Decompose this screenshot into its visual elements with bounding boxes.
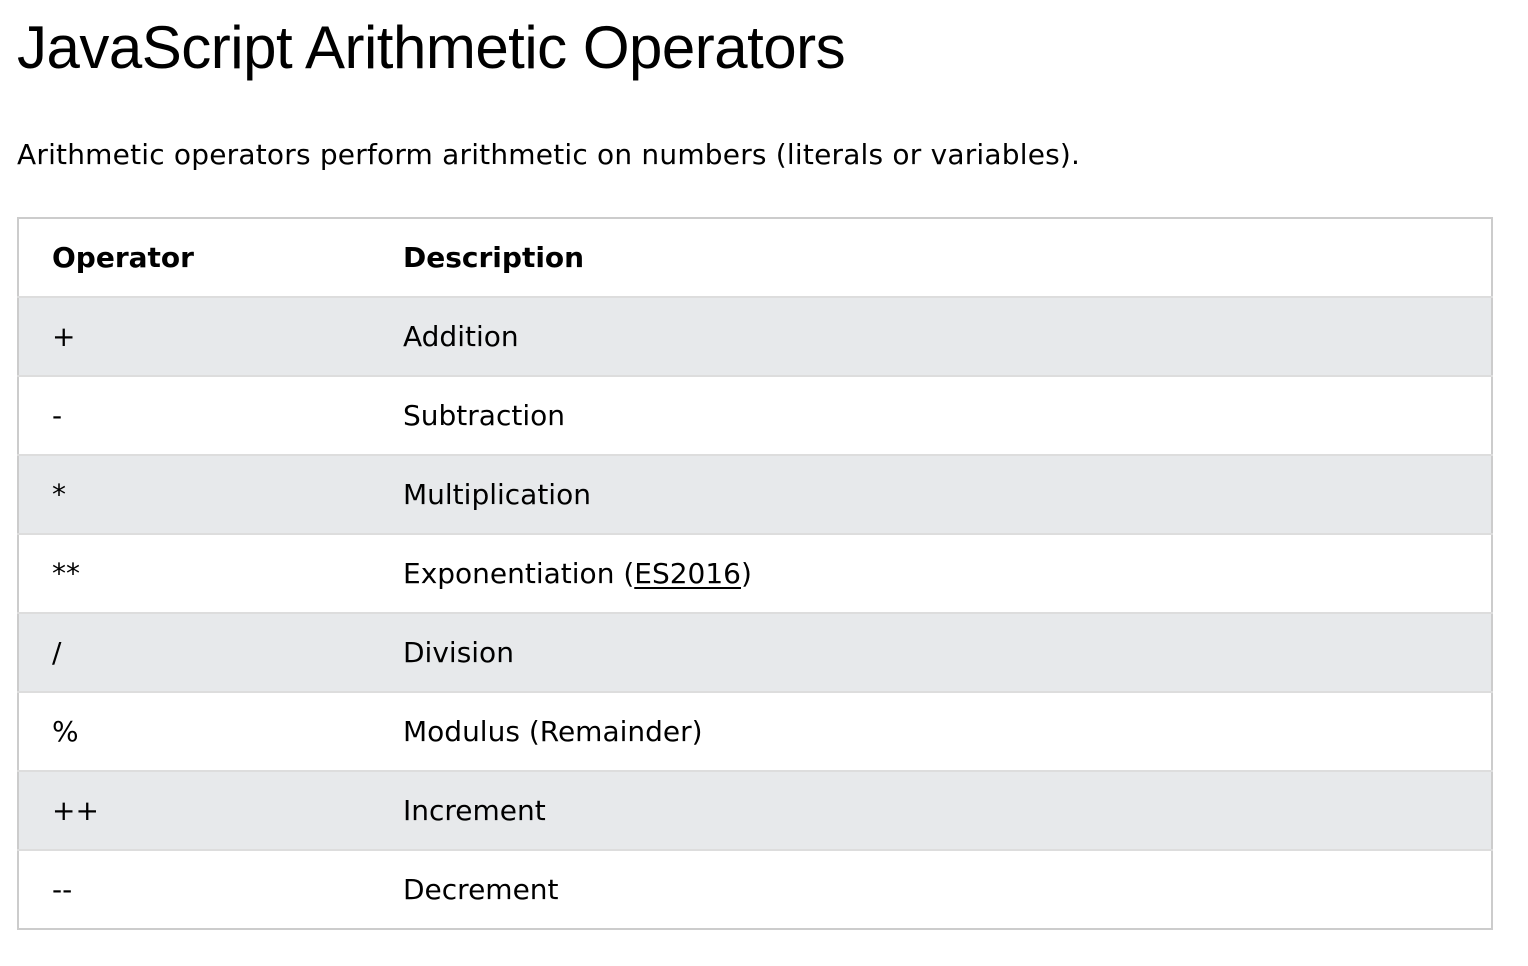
- description-cell: Division: [370, 613, 1492, 693]
- description-suffix: ): [741, 556, 752, 590]
- table-row: + Addition: [18, 297, 1492, 377]
- header-description: Description: [370, 218, 1492, 298]
- description-cell: Addition: [370, 297, 1492, 377]
- header-operator: Operator: [18, 218, 370, 298]
- table-row: -- Decrement: [18, 850, 1492, 929]
- description-cell: Multiplication: [370, 455, 1492, 535]
- description-cell: Modulus (Remainder): [370, 692, 1492, 772]
- operator-cell: /: [18, 613, 370, 693]
- operator-cell: +: [18, 297, 370, 377]
- page-title: JavaScript Arithmetic Operators: [17, 14, 846, 81]
- description-cell: Exponentiation (ES2016): [370, 534, 1492, 614]
- es2016-link[interactable]: ES2016: [634, 556, 741, 590]
- table-row: / Division: [18, 613, 1492, 693]
- operator-cell: *: [18, 455, 370, 535]
- operators-table: Operator Description + Addition - Subtra…: [17, 217, 1493, 930]
- operator-cell: %: [18, 692, 370, 772]
- table-row: * Multiplication: [18, 455, 1492, 535]
- operator-cell: --: [52, 872, 73, 906]
- description-cell: Decrement: [403, 872, 559, 906]
- table-row: ++ Increment: [18, 771, 1492, 851]
- operator-cell: -: [18, 376, 370, 456]
- operator-cell: **: [18, 534, 370, 614]
- description-cell: Subtraction: [370, 376, 1492, 456]
- table-row: ** Exponentiation (ES2016): [18, 534, 1492, 614]
- table-row: % Modulus (Remainder): [18, 692, 1492, 772]
- operator-cell: ++: [18, 771, 370, 851]
- description-prefix: Exponentiation (: [403, 556, 635, 590]
- description-cell: Increment: [370, 771, 1492, 851]
- table-row: - Subtraction: [18, 376, 1492, 456]
- intro-text: Arithmetic operators perform arithmetic …: [17, 138, 1081, 171]
- table-header-row: Operator Description: [18, 218, 1492, 298]
- page: JavaScript Arithmetic Operators Arithmet…: [17, 0, 1493, 930]
